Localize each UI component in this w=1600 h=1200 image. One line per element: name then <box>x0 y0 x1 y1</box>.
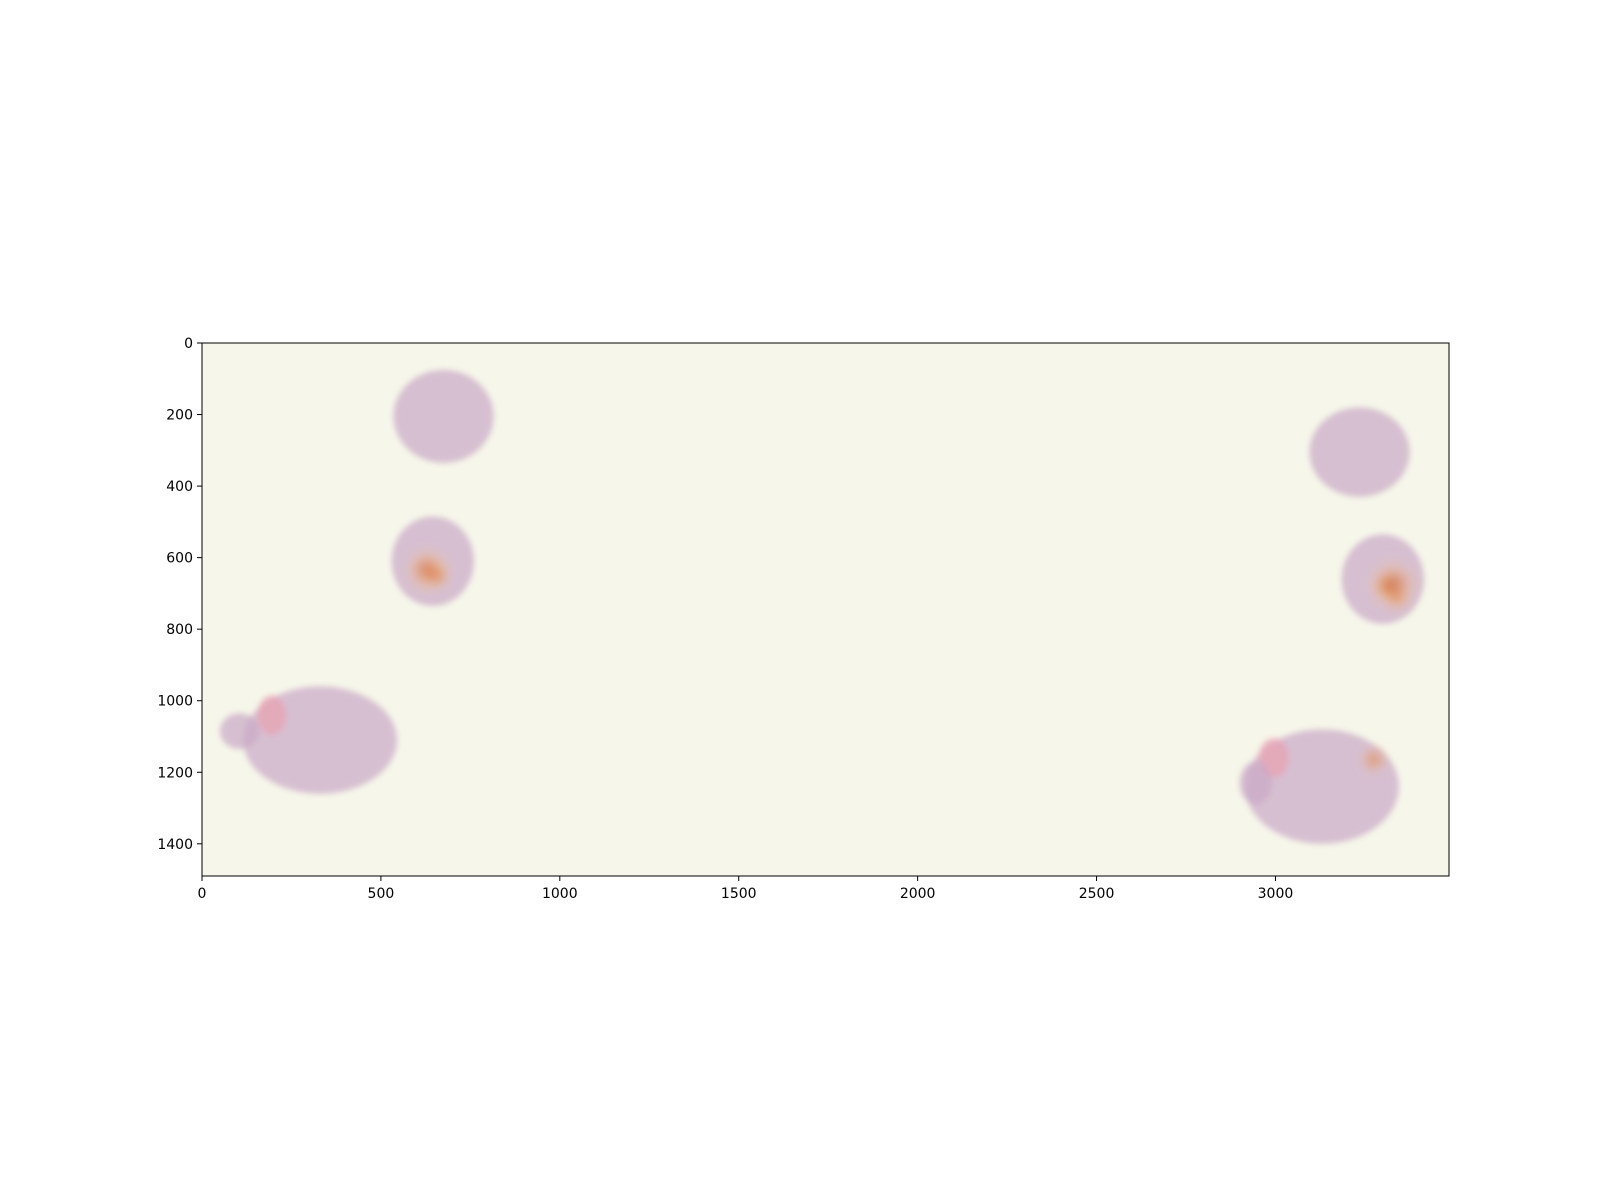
heatmap-hotspot <box>432 571 441 580</box>
tissue-layer <box>219 369 1424 844</box>
y-axis: 0 200 400 600 800 1000 1200 1400 <box>157 336 202 853</box>
x-tick-label: 0 <box>198 886 207 902</box>
plot-frame <box>201 342 1450 877</box>
y-tick-label: 0 <box>184 336 193 352</box>
tissue-region <box>219 713 260 750</box>
tissue-region <box>1239 761 1272 805</box>
tissue-region <box>393 369 494 463</box>
heatmap-overlay <box>407 550 1417 770</box>
x-tick-label: 500 <box>368 886 395 902</box>
x-tick-label: 1000 <box>542 886 578 902</box>
y-tick-label: 1200 <box>157 765 193 781</box>
y-tick-label: 800 <box>166 622 193 638</box>
x-tick-label: 2500 <box>1079 886 1115 902</box>
y-tick-label: 400 <box>166 479 193 495</box>
y-tick-label: 600 <box>166 551 193 567</box>
tissue-region-pink <box>257 695 287 735</box>
plot-area <box>201 342 1450 877</box>
y-tick-label: 200 <box>166 408 193 424</box>
heatmap-hotspot <box>1384 575 1403 594</box>
tissue-region <box>1309 407 1410 497</box>
x-tick-label: 2000 <box>900 886 936 902</box>
x-tick-label: 1500 <box>721 886 757 902</box>
heatmap-hotspot <box>1369 755 1378 764</box>
x-tick-label: 3000 <box>1258 886 1294 902</box>
y-tick-label: 1000 <box>157 694 193 710</box>
y-tick-label: 1400 <box>157 837 193 853</box>
x-axis: 0 500 1000 1500 2000 2500 3000 <box>198 876 1294 902</box>
